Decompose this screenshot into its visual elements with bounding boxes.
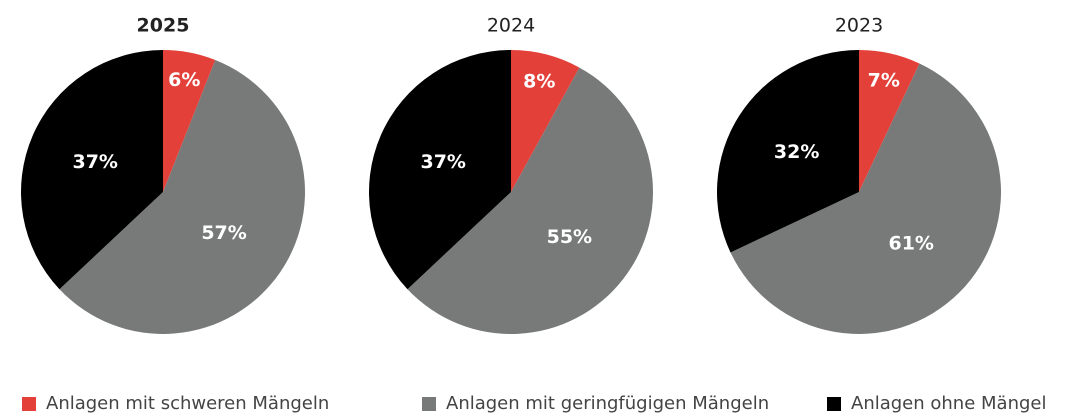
data-label: 32%	[774, 141, 819, 163]
data-label: 57%	[201, 222, 246, 244]
chart-title: 2024	[487, 15, 535, 37]
pie-slice	[511, 50, 580, 192]
pie-slice	[20, 50, 164, 290]
legend-swatch	[22, 397, 36, 411]
legend-label: Anlagen mit geringfügigen Mängeln	[446, 393, 769, 414]
legend-label: Anlagen ohne Mängel	[851, 393, 1046, 414]
data-label: 7%	[868, 70, 900, 92]
data-label: 37%	[420, 151, 465, 173]
chart-title: 2023	[835, 15, 883, 37]
legend-swatch	[422, 397, 436, 411]
pie-slice	[859, 50, 920, 192]
data-label: 55%	[547, 226, 592, 248]
data-label: 61%	[888, 233, 933, 255]
legend-label: Anlagen mit schweren Mängeln	[46, 393, 329, 414]
data-label: 8%	[523, 70, 555, 92]
pie-slice	[730, 63, 1001, 335]
legend-swatch	[827, 397, 841, 411]
chart-title: 2025	[137, 15, 190, 37]
pie-slice	[368, 50, 511, 290]
pie-slice	[163, 50, 216, 192]
pie-slice	[59, 59, 306, 335]
pie-slice	[717, 50, 859, 253]
data-label: 37%	[72, 151, 117, 173]
pie-slice	[407, 67, 654, 335]
data-label: 6%	[168, 69, 200, 91]
